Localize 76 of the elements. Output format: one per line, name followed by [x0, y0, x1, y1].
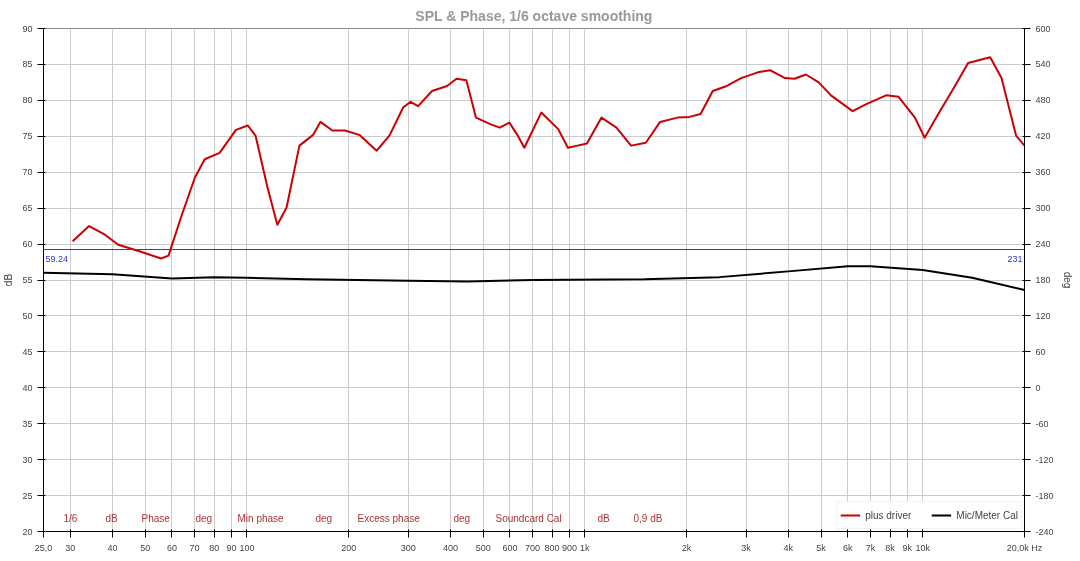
- x-tick-label: 6k: [843, 542, 854, 553]
- y-tick-label: 50: [22, 310, 33, 321]
- y-tick-label: 55: [22, 275, 33, 285]
- y2-tick-label: 420: [1035, 131, 1051, 142]
- y-tick-label: 80: [22, 95, 33, 106]
- x-tick-label: 500: [475, 542, 491, 553]
- x-tick-label: 40: [107, 542, 118, 553]
- y-tick-label: 20: [22, 526, 33, 537]
- y-tick-label: 30: [22, 454, 33, 465]
- y2-axis-title: deg: [1061, 271, 1073, 289]
- y-tick-label: 85: [22, 59, 33, 70]
- y-axis-title: dB: [3, 273, 15, 287]
- legend-label: Mic/Meter Cal: [956, 509, 1018, 521]
- y2-tick-label: 600: [1035, 23, 1051, 34]
- annotation: Soundcard Cal: [495, 512, 562, 524]
- annotation: 1/6: [63, 512, 78, 524]
- y-tick-label: 90: [22, 23, 33, 34]
- y-tick-label: 35: [22, 418, 33, 429]
- x-tick-label: 60: [166, 542, 177, 553]
- x-tick-label: 50: [140, 542, 151, 553]
- x-tick-label: 4k: [783, 542, 794, 553]
- x-tick-label: 2k: [681, 542, 692, 553]
- y2-tick-label: 480: [1035, 95, 1051, 106]
- y2-tick-label: 300: [1035, 203, 1051, 214]
- y-tick-label: 25: [22, 490, 33, 501]
- x-tick-label: 20,0k Hz: [1006, 542, 1043, 553]
- x-tick-label: 900: [561, 542, 577, 553]
- y2-tick-label: -60: [1035, 418, 1049, 429]
- x-tick-label: 200: [341, 542, 357, 553]
- legend-label: plus driver: [865, 509, 912, 521]
- y-tick-label: 70: [22, 167, 33, 178]
- x-tick-label: 7k: [865, 542, 876, 553]
- y-tick-label: 65: [22, 203, 33, 214]
- x-tick-label: 80: [209, 542, 220, 553]
- x-tick-label: 600: [502, 542, 518, 553]
- y2-tick-label: 540: [1035, 59, 1051, 70]
- annotation: deg: [195, 512, 213, 524]
- annotation: dB: [597, 512, 611, 524]
- annotation: 0,9 dB: [633, 512, 663, 524]
- y2-tick-label: 120: [1035, 310, 1051, 321]
- y2-tick-label: 360: [1035, 167, 1051, 178]
- y2-tick-label: 240: [1035, 239, 1051, 250]
- x-tick-label: 9k: [902, 542, 913, 553]
- y2-tick-label: 0: [1035, 382, 1041, 393]
- x-tick-label: 100: [239, 542, 255, 553]
- x-tick-label: 90: [226, 542, 237, 553]
- y-tick-label: 60: [22, 239, 33, 250]
- annotation: Phase: [141, 512, 171, 524]
- x-tick-label: 25,0: [34, 542, 53, 553]
- x-tick-label: 700: [525, 542, 541, 553]
- x-tick-label: 3k: [741, 542, 752, 553]
- y2-tick-label: 180: [1035, 275, 1051, 285]
- x-tick-label: 10k: [915, 542, 931, 553]
- x-tick-label: 1k: [580, 542, 591, 553]
- x-tick-label: 400: [442, 542, 458, 553]
- y2-tick-label: 60: [1035, 346, 1046, 357]
- annotation: dB: [105, 512, 119, 524]
- x-tick-label: 70: [189, 542, 200, 553]
- annotation: 231: [1007, 253, 1023, 264]
- annotation: deg: [315, 512, 333, 524]
- y2-tick-label: -180: [1035, 490, 1054, 501]
- y-tick-label: 40: [22, 382, 33, 393]
- x-tick-label: 800: [544, 542, 560, 553]
- x-tick-label: 8k: [885, 542, 896, 553]
- y2-tick-label: -120: [1035, 454, 1054, 465]
- y-tick-label: 75: [22, 131, 33, 142]
- annotation: deg: [453, 512, 471, 524]
- x-tick-label: 5k: [816, 542, 827, 553]
- annotation: Min phase: [237, 512, 285, 524]
- y-tick-label: 45: [22, 346, 33, 357]
- chart-title: SPL & Phase, 1/6 octave smoothing: [415, 7, 653, 24]
- y2-tick-label: -240: [1035, 526, 1054, 537]
- x-tick-label: 30: [65, 542, 76, 553]
- x-tick-label: 300: [400, 542, 416, 553]
- annotation: Excess phase: [357, 512, 421, 524]
- ref-line-label: 59.24: [45, 253, 69, 264]
